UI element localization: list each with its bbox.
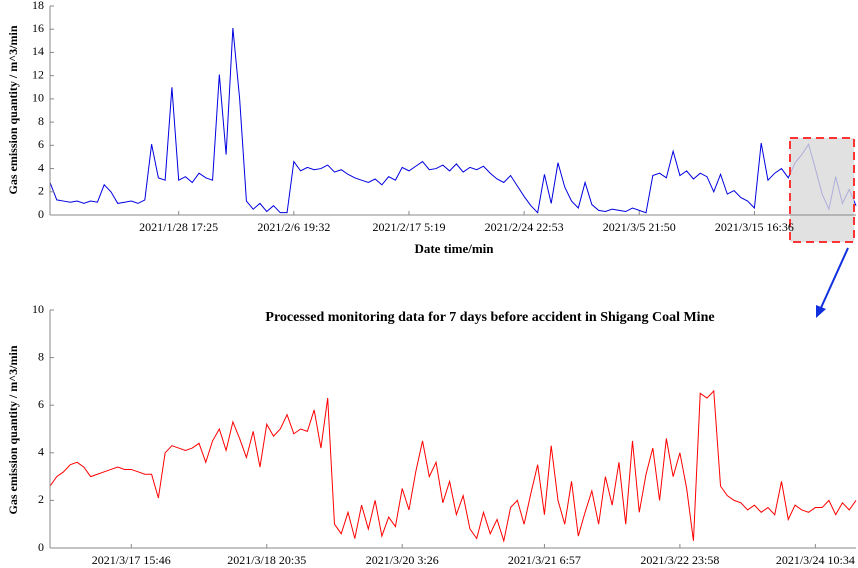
- y-tick-label: 6: [38, 137, 44, 151]
- arrow: [819, 247, 849, 311]
- x-tick-label: 2021/3/24 10:34: [776, 553, 855, 567]
- y-axis-label: Gas emission quantity / m^3/min: [6, 345, 20, 514]
- y-tick-label: 2: [38, 492, 44, 506]
- x-tick-label: 2021/3/15 16:36: [715, 220, 794, 234]
- y-tick-label: 8: [38, 349, 44, 363]
- y-tick-label: 4: [38, 445, 44, 459]
- y-tick-label: 16: [32, 21, 44, 35]
- y-tick-label: 18: [32, 0, 44, 12]
- x-tick-label: 2021/3/18 20:35: [227, 553, 306, 567]
- x-axis-label: Date time/min: [414, 241, 494, 256]
- y-axis-label: Gas emission quantity / m^3/min: [6, 25, 20, 194]
- chart-title: Processed monitoring data for 7 days bef…: [265, 310, 714, 325]
- y-tick-label: 14: [32, 44, 44, 58]
- data-line: [49, 389, 857, 543]
- x-tick-label: 2021/3/5 21:50: [603, 220, 676, 234]
- y-tick-label: 6: [38, 397, 44, 411]
- x-tick-label: 2021/3/20 3:26: [366, 553, 439, 567]
- x-tick-label: 2021/3/21 6:57: [508, 553, 581, 567]
- x-tick-label: 2021/3/22 23:58: [640, 553, 719, 567]
- y-tick-label: 12: [32, 67, 44, 81]
- y-tick-label: 2: [38, 184, 44, 198]
- x-tick-label: 2021/2/17 5:19: [372, 220, 445, 234]
- y-tick-label: 8: [38, 114, 44, 128]
- y-tick-label: 0: [38, 540, 44, 554]
- y-tick-label: 10: [32, 302, 44, 316]
- arrow-head: [816, 305, 826, 318]
- y-tick-label: 10: [32, 91, 44, 105]
- x-tick-label: 2021/3/17 15:46: [92, 553, 171, 567]
- x-tick-label: 2021/1/28 17:25: [139, 220, 218, 234]
- highlight-box: [789, 137, 855, 243]
- y-tick-label: 4: [38, 160, 44, 174]
- data-line: [49, 28, 857, 214]
- x-tick-label: 2021/2/6 19:32: [257, 220, 330, 234]
- x-tick-label: 2021/2/24 22:53: [485, 220, 564, 234]
- y-tick-label: 0: [38, 207, 44, 221]
